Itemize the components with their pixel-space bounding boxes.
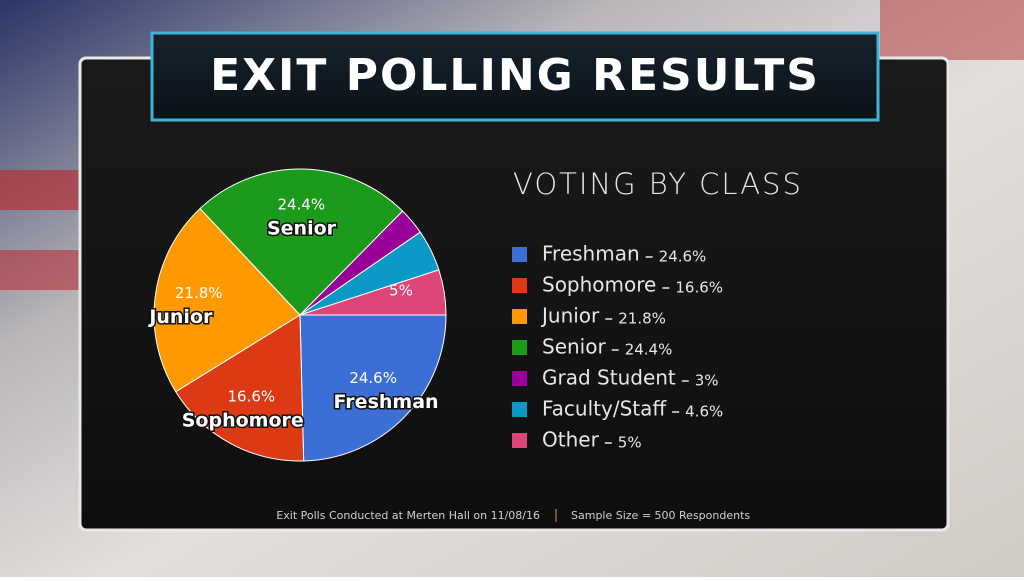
slice-name-label: Sophomore [182, 409, 304, 431]
footer-note: Exit Polls Conducted at Merten Hall on 1… [276, 509, 540, 522]
legend-swatch [512, 371, 527, 386]
legend-value: 16.6% [675, 279, 723, 297]
pie-slice [199, 168, 404, 316]
legend-label: Other [542, 428, 600, 452]
slice-value-label: 24.4% [277, 195, 325, 213]
legend-label: Faculty/Staff [542, 397, 667, 421]
legend-value: 4.6% [685, 403, 723, 421]
slice-name-label: Freshman [334, 391, 439, 413]
slice-value-label: 5% [389, 282, 413, 300]
slice-value-label: 21.8% [175, 284, 223, 302]
legend-label: Freshman [542, 242, 640, 266]
legend-label: Junior [540, 304, 600, 328]
legend-swatch [512, 278, 527, 293]
title-banner [150, 31, 880, 122]
slice-value-label: 16.6% [228, 387, 276, 405]
legend-value: 24.6% [659, 248, 707, 266]
chart-title: VOTING BY CLASS [513, 167, 803, 201]
legend: Freshman 24.6%Sophomore 16.6% Junior 21.8% Se… [512, 242, 723, 452]
flag-stripe [0, 170, 90, 210]
legend-swatch [512, 247, 527, 262]
footer-note: Sample Size = 500 Respondents [571, 509, 750, 522]
legend-label: Senior [542, 335, 606, 359]
legend-label: Sophomore [542, 273, 656, 297]
legend-value: 21.8% [618, 310, 666, 328]
slice-name-label: Senior [267, 217, 337, 239]
page-title: EXIT POLLING RESULTS [210, 50, 820, 101]
slice-value-label: 24.6% [349, 369, 397, 387]
pie-slice [299, 314, 447, 462]
legend-label: Grad Student [542, 366, 676, 390]
flag-stripe [0, 250, 90, 290]
legend-value: 24.4% [625, 341, 673, 359]
pie: 24.6% Freshman 16.6% Sophomore 21.8% Junior 24… [146, 168, 447, 462]
pie-slice [299, 269, 447, 316]
pie-slice [175, 314, 305, 462]
pie-slice [153, 207, 301, 393]
flag-stripe [880, 0, 1024, 60]
legend-swatch [512, 433, 527, 448]
legend-value: 5% [618, 434, 642, 452]
slice-name-label: Junior [147, 306, 213, 328]
legend-value: 3% [695, 372, 719, 390]
legend-swatch [512, 309, 527, 324]
legend-swatch [512, 402, 527, 417]
legend-swatch [512, 340, 527, 355]
